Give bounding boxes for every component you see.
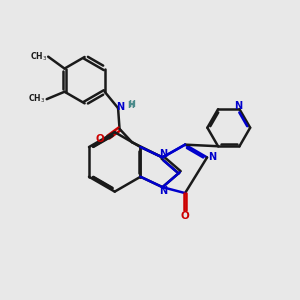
Text: N: N bbox=[159, 149, 167, 159]
Text: N: N bbox=[116, 102, 124, 112]
Text: H: H bbox=[129, 100, 136, 109]
Text: CH$_3$: CH$_3$ bbox=[30, 50, 47, 63]
Text: O: O bbox=[96, 134, 104, 144]
Text: O: O bbox=[181, 211, 189, 221]
Text: N: N bbox=[159, 186, 167, 196]
Text: CH$_3$: CH$_3$ bbox=[28, 93, 45, 105]
Text: N: N bbox=[208, 152, 217, 162]
Text: N: N bbox=[234, 100, 242, 111]
Text: H: H bbox=[127, 100, 134, 109]
